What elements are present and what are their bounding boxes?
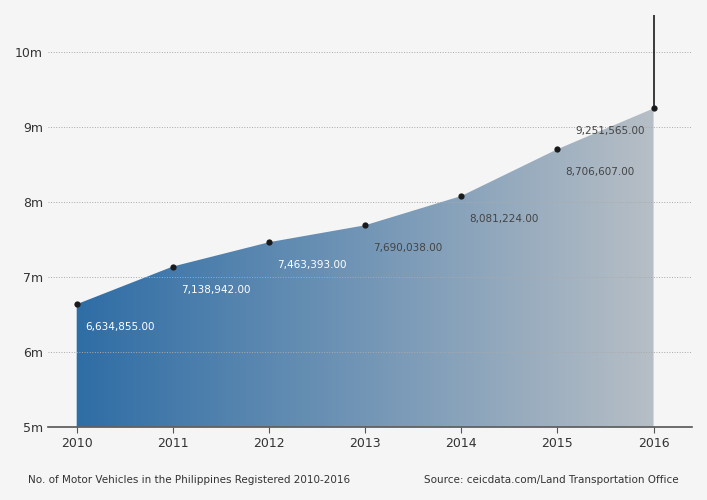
Text: 8,081,224.00: 8,081,224.00 [469, 214, 539, 224]
Text: 9,251,565.00: 9,251,565.00 [575, 126, 645, 136]
Text: 7,138,942.00: 7,138,942.00 [181, 284, 251, 294]
Text: 6,634,855.00: 6,634,855.00 [85, 322, 155, 332]
Text: 7,463,393.00: 7,463,393.00 [277, 260, 347, 270]
Text: 7,690,038.00: 7,690,038.00 [373, 244, 443, 254]
Text: Source: ceicdata.com/Land Transportation Office: Source: ceicdata.com/Land Transportation… [424, 475, 679, 485]
Text: 8,706,607.00: 8,706,607.00 [566, 168, 635, 177]
Text: No. of Motor Vehicles in the Philippines Registered 2010-2016: No. of Motor Vehicles in the Philippines… [28, 475, 351, 485]
